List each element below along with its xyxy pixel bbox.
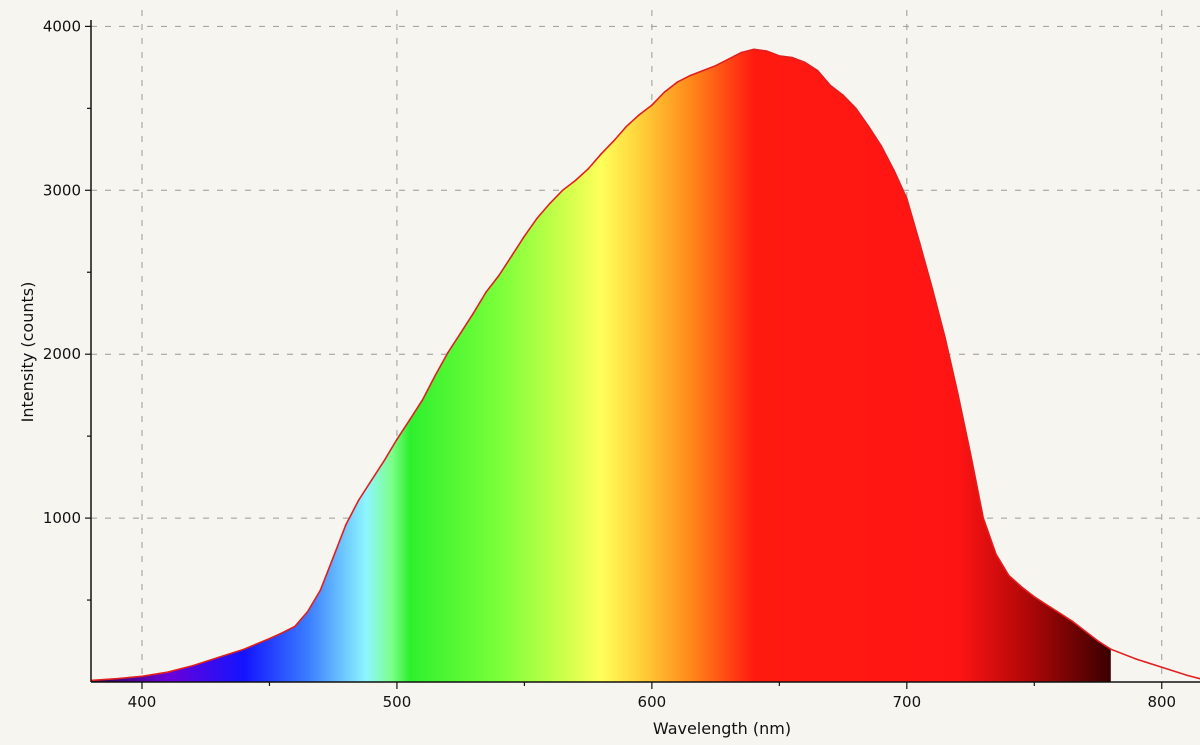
y-tick-label: 4000 bbox=[43, 17, 81, 35]
y-tick-label: 1000 bbox=[43, 509, 81, 527]
data-point bbox=[880, 145, 883, 147]
data-point bbox=[574, 179, 577, 182]
x-axis-label: Wavelength (nm) bbox=[653, 719, 791, 738]
data-point bbox=[1161, 666, 1163, 668]
data-point bbox=[587, 168, 589, 170]
data-point bbox=[408, 419, 411, 421]
data-point bbox=[944, 337, 946, 339]
data-point bbox=[676, 81, 679, 83]
data-point bbox=[192, 664, 194, 667]
data-point bbox=[791, 56, 793, 59]
data-point bbox=[906, 197, 908, 200]
data-point bbox=[969, 453, 972, 456]
data-point bbox=[957, 392, 959, 395]
data-point bbox=[829, 84, 832, 87]
data-point bbox=[306, 610, 309, 613]
data-point bbox=[294, 625, 296, 628]
data-point bbox=[765, 50, 768, 52]
x-tick-label: 600 bbox=[638, 693, 667, 711]
data-point bbox=[561, 189, 564, 192]
data-point bbox=[689, 74, 691, 77]
data-point bbox=[804, 61, 806, 64]
data-point bbox=[434, 374, 437, 377]
data-point bbox=[357, 499, 360, 501]
tick-labels: 400 500 600 700 800 1000 2000 3000 4000 bbox=[43, 17, 1176, 711]
y-tick-label: 3000 bbox=[43, 181, 81, 199]
data-point bbox=[217, 656, 220, 659]
data-point bbox=[523, 235, 526, 237]
data-point bbox=[243, 648, 245, 650]
data-point bbox=[1033, 596, 1036, 598]
data-point bbox=[740, 51, 742, 54]
spectrum-fill-area bbox=[91, 49, 1111, 682]
data-point bbox=[396, 438, 398, 441]
data-point bbox=[1071, 620, 1074, 623]
data-point bbox=[319, 589, 322, 591]
data-point bbox=[842, 94, 844, 96]
data-point bbox=[485, 291, 488, 293]
data-point bbox=[1135, 658, 1138, 660]
data-point bbox=[421, 399, 424, 401]
data-point bbox=[268, 637, 271, 640]
data-point bbox=[1097, 640, 1099, 642]
spectrum-area-layer bbox=[91, 48, 1200, 682]
data-point bbox=[714, 64, 717, 67]
data-point bbox=[1084, 630, 1087, 632]
data-point bbox=[893, 169, 895, 172]
y-tick-label: 2000 bbox=[43, 345, 81, 363]
data-point bbox=[638, 114, 640, 116]
axes bbox=[85, 20, 1200, 689]
x-tick-label: 400 bbox=[128, 693, 157, 711]
data-point bbox=[931, 287, 934, 290]
data-point bbox=[1059, 612, 1061, 614]
data-point bbox=[625, 125, 628, 128]
data-point bbox=[166, 671, 169, 673]
data-point bbox=[702, 69, 704, 72]
data-point bbox=[612, 140, 615, 142]
data-point bbox=[753, 48, 755, 51]
data-point bbox=[459, 332, 462, 334]
data-point bbox=[141, 675, 143, 678]
data-point bbox=[995, 553, 997, 555]
data-point bbox=[982, 517, 985, 519]
data-point bbox=[1008, 574, 1010, 577]
data-point bbox=[115, 677, 118, 680]
data-point bbox=[1046, 604, 1048, 606]
data-point bbox=[651, 104, 653, 106]
data-point bbox=[918, 241, 921, 244]
data-point bbox=[778, 55, 781, 57]
data-point bbox=[472, 312, 475, 315]
data-point bbox=[1186, 674, 1189, 677]
data-point bbox=[383, 459, 386, 462]
data-point bbox=[663, 91, 666, 93]
x-tick-label: 800 bbox=[1147, 693, 1176, 711]
data-point bbox=[510, 255, 513, 257]
data-point bbox=[727, 58, 730, 60]
data-point bbox=[1020, 586, 1023, 588]
data-point bbox=[498, 274, 500, 277]
data-point bbox=[332, 556, 335, 559]
data-point bbox=[816, 69, 819, 72]
intensity-line bbox=[91, 48, 1200, 682]
data-point bbox=[281, 632, 284, 634]
data-point bbox=[1110, 648, 1112, 650]
data-point bbox=[370, 479, 373, 482]
data-point bbox=[345, 523, 347, 526]
data-point bbox=[600, 153, 602, 155]
data-point bbox=[867, 125, 870, 128]
x-tick-label: 700 bbox=[892, 693, 921, 711]
data-point bbox=[855, 107, 857, 110]
data-point bbox=[549, 202, 551, 205]
x-tick-label: 500 bbox=[383, 693, 412, 711]
data-point bbox=[447, 351, 449, 354]
y-axis-label: Intensity (counts) bbox=[18, 282, 37, 423]
data-point bbox=[536, 217, 538, 219]
